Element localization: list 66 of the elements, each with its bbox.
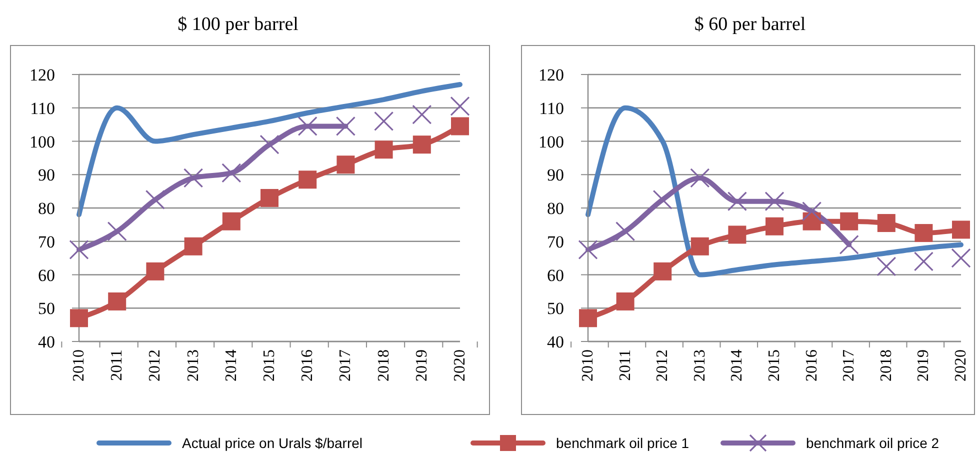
y-tick-label: 120	[538, 66, 564, 85]
point	[184, 237, 202, 256]
x-tick-label: 2020	[452, 350, 468, 382]
point	[616, 292, 634, 310]
y-tick-label: 110	[539, 98, 564, 118]
x-tick-label: 2011	[616, 350, 634, 381]
y-tick-label: 80	[547, 199, 564, 218]
y-tick-label: 100	[538, 132, 564, 152]
x-tick-label: 2017	[840, 350, 858, 382]
y-tick-label: 40	[547, 332, 564, 352]
chart-title: $ 100 per barrel	[176, 13, 300, 37]
x-tick-label: 2013	[184, 350, 202, 382]
point	[451, 117, 469, 136]
y-tick-label: 50	[38, 299, 55, 318]
point	[952, 220, 970, 239]
x-tick-label: 2010	[70, 350, 88, 382]
x-tick-label: 2019	[915, 350, 932, 382]
point	[654, 262, 672, 280]
legend-label: benchmark oil price 1	[556, 434, 690, 453]
point	[260, 188, 278, 207]
x-tick-label: 2018	[375, 350, 392, 382]
y-tick-label: 70	[38, 232, 55, 252]
y-tick-label: 80	[38, 199, 55, 218]
x-tick-label: 2012	[146, 350, 164, 382]
point	[70, 309, 88, 328]
y-tick-label: 60	[547, 266, 564, 285]
y-tick-label: 40	[38, 332, 55, 352]
y-tick-label: 70	[547, 232, 564, 252]
legend-label: Actual price on Urals $/barrel	[182, 434, 363, 453]
point	[579, 309, 597, 328]
y-tick-label: 50	[547, 299, 564, 318]
y-tick-label: 60	[38, 266, 55, 285]
point	[728, 226, 746, 244]
x-tick-label: 2011	[108, 350, 126, 381]
y-tick-label: 110	[30, 98, 55, 118]
y-tick-label: 90	[38, 166, 55, 185]
legend-label: benchmark oil price 2	[806, 434, 940, 453]
x-tick-label: 2010	[580, 350, 596, 382]
point	[766, 217, 784, 236]
x-tick-label: 2016	[803, 350, 820, 382]
point	[412, 136, 431, 154]
point	[374, 140, 393, 159]
y-tick-label: 120	[30, 66, 55, 85]
point	[108, 292, 126, 310]
x-tick-label: 2012	[654, 350, 672, 382]
x-tick-label: 2013	[691, 350, 708, 382]
point	[298, 170, 317, 189]
x-tick-label: 2014	[222, 350, 240, 382]
x-tick-label: 2015	[261, 350, 278, 382]
point	[336, 156, 355, 174]
y-tick-label: 100	[30, 132, 55, 152]
y-tick-label: 90	[547, 166, 564, 185]
point	[222, 212, 240, 230]
x-tick-label: 2018	[878, 350, 895, 382]
x-tick-label: 2015	[766, 350, 783, 382]
point	[690, 237, 709, 256]
x-tick-label: 2020	[952, 350, 970, 382]
x-tick-label: 2019	[413, 350, 430, 382]
point	[914, 224, 933, 242]
point	[840, 212, 858, 230]
x-tick-label: 2017	[337, 350, 354, 382]
point	[877, 214, 896, 232]
point	[146, 262, 164, 280]
chart-title: $ 60 per barrel	[693, 13, 807, 37]
x-tick-label: 2016	[299, 350, 316, 382]
x-tick-label: 2014	[728, 350, 746, 382]
